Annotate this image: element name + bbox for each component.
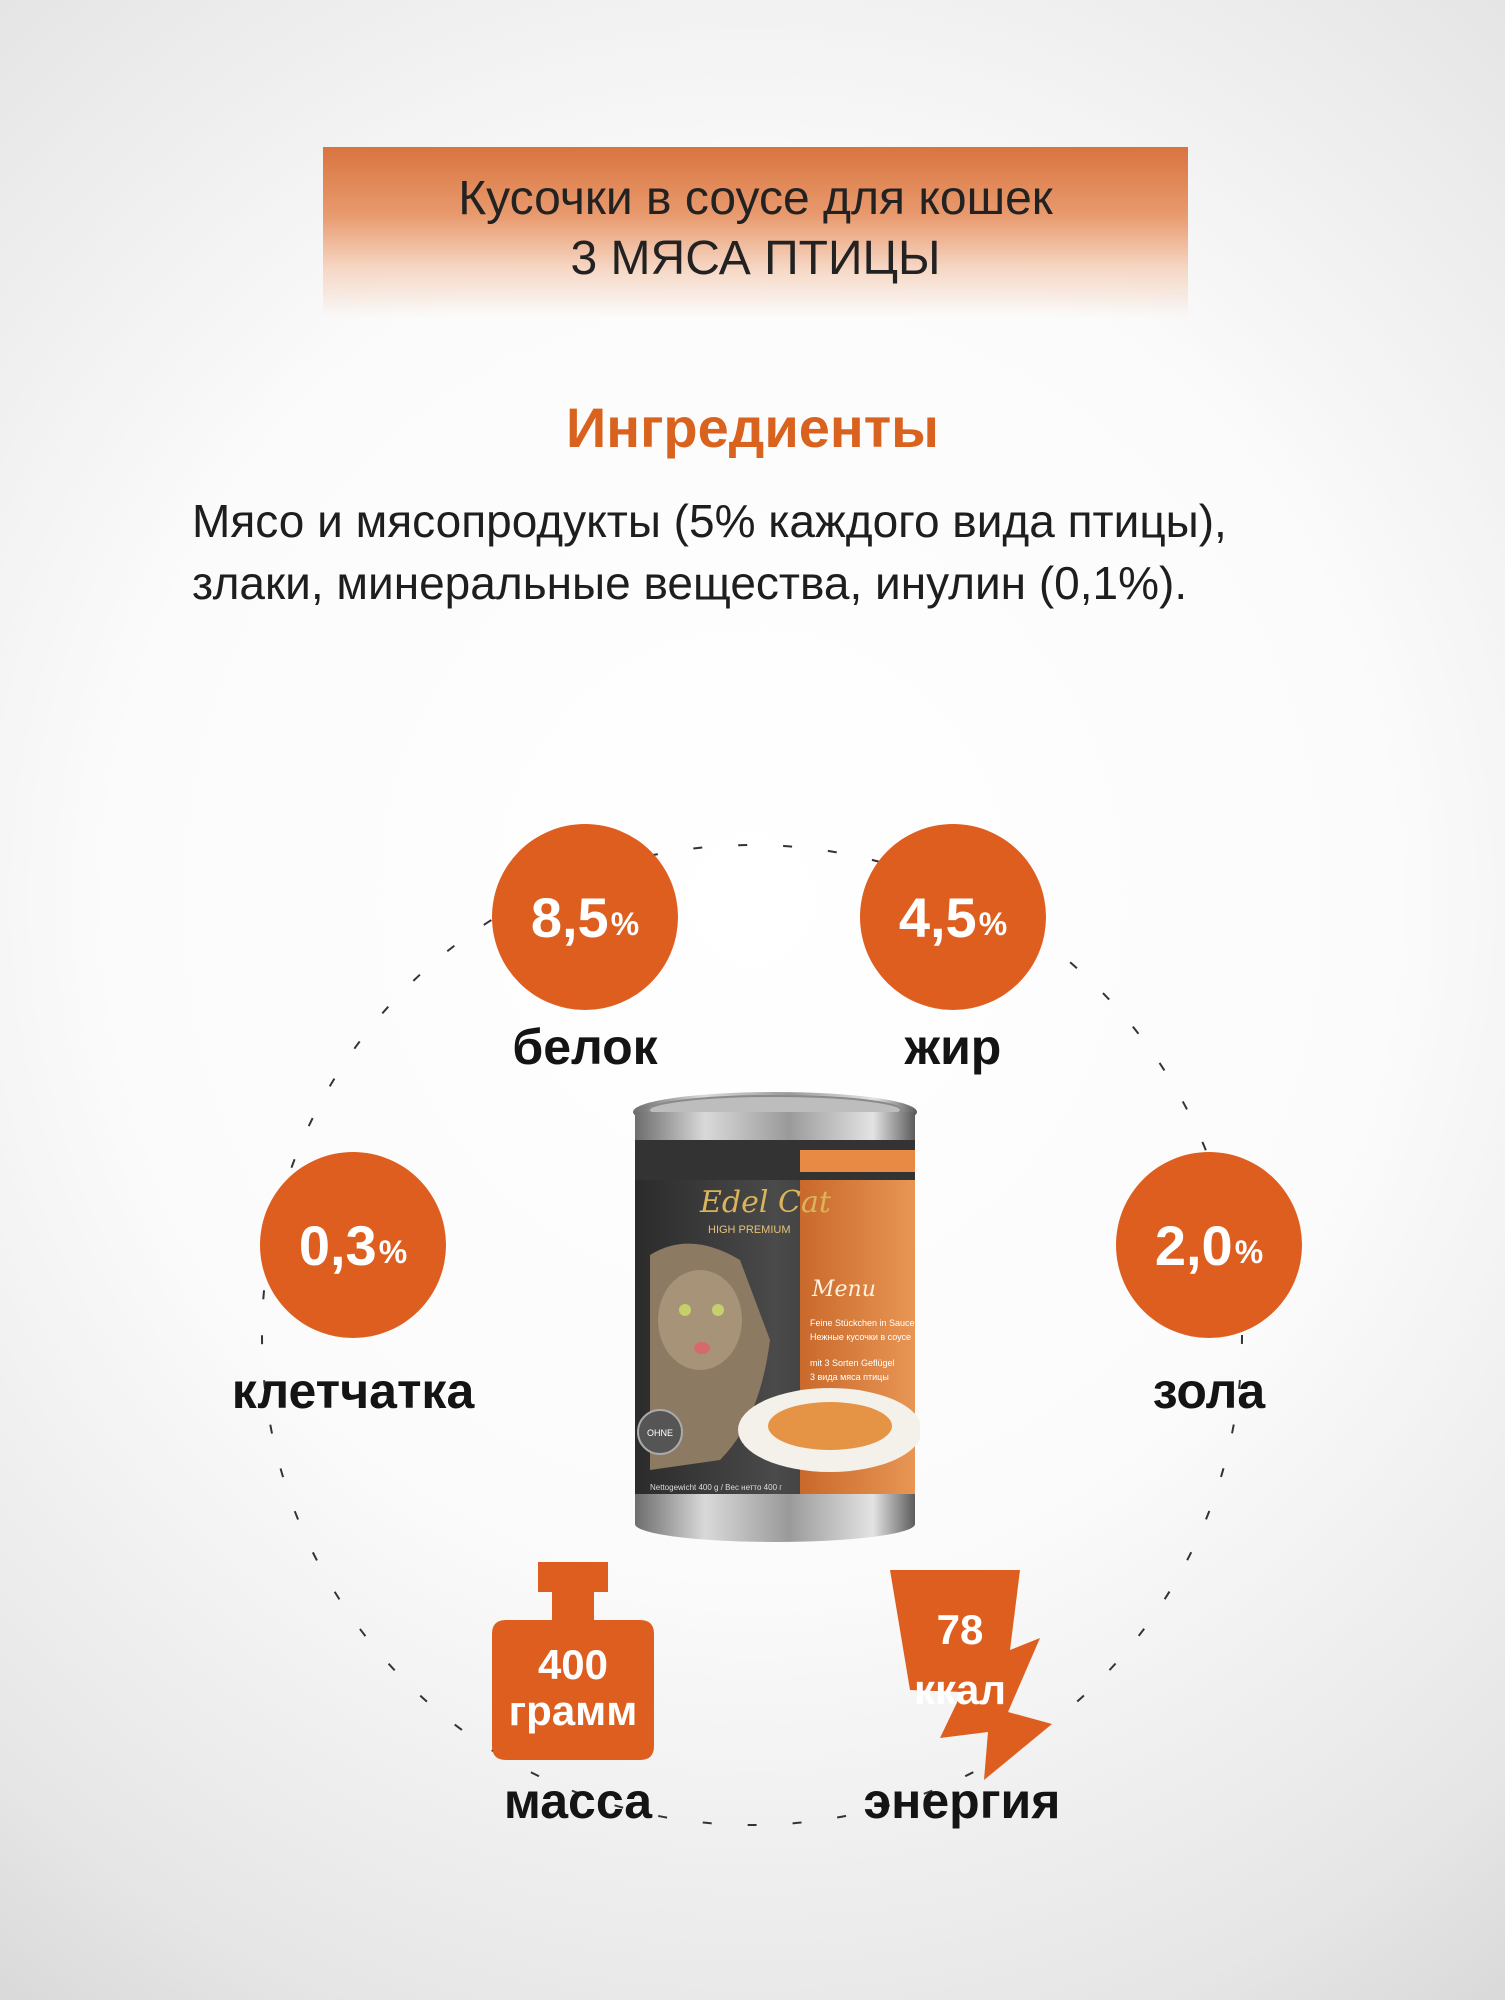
protein-circle: 8,5%: [492, 824, 678, 1010]
fat-value: 4,5: [898, 885, 977, 949]
can-brand: Edel Cat: [699, 1185, 832, 1220]
banner-subtitle: Кусочки в соусе для кошек: [458, 172, 1053, 225]
energy-unit: ккал: [913, 1666, 1007, 1713]
ingredients-line-2: злаки, минеральные вещества, инулин (0,1…: [192, 557, 1188, 609]
can-desc-1: Feine Stückchen in Sauce: [810, 1318, 915, 1328]
can-net-weight: Nettogewicht 400 g / Вес нетто 400 г: [650, 1483, 782, 1492]
fat-circle: 4,5%: [860, 824, 1046, 1010]
protein-value: 8,5: [530, 885, 609, 949]
mass-weight: 400 грамм: [488, 1562, 658, 1762]
protein-unit: %: [610, 905, 640, 942]
can-tagline: HIGH PREMIUM: [708, 1224, 791, 1236]
ash-unit: %: [1234, 1233, 1264, 1270]
fat-label: жир: [904, 1019, 1002, 1075]
banner-title: 3 МЯСА ПТИЦЫ: [570, 232, 941, 285]
header-banner: Кусочки в соусе для кошек 3 МЯСА ПТИЦЫ: [323, 147, 1188, 317]
fiber-unit: %: [378, 1233, 408, 1270]
fiber-circle: 0,3%: [260, 1152, 446, 1338]
product-can-image: Edel Cat HIGH PREMIUM Menu Feine Stückch…: [633, 1092, 920, 1542]
ash-label: зола: [1152, 1363, 1266, 1419]
energy-bolt: 78 ккал: [880, 1562, 1062, 1782]
ingredients-line-1: Мясо и мясопродукты (5% каждого вида пти…: [192, 495, 1227, 547]
mass-label: масса: [503, 1773, 653, 1829]
protein-label: белок: [512, 1019, 658, 1075]
ingredients-text: Мясо и мясопродукты (5% каждого вида пти…: [192, 490, 1392, 614]
mass-value: 400: [537, 1641, 609, 1688]
can-desc-2: Нежные кусочки в соусе: [810, 1332, 911, 1342]
ingredients-title: Ингредиенты: [566, 396, 939, 459]
energy-value: 78: [936, 1606, 984, 1653]
fiber-value: 0,3: [298, 1213, 377, 1277]
can-menu: Menu: [811, 1277, 876, 1302]
ash-circle: 2,0%: [1116, 1152, 1302, 1338]
lightning-icon: [890, 1570, 1052, 1780]
mass-text: 400 грамм: [488, 1642, 658, 1734]
weight-icon: [492, 1562, 654, 1760]
can-desc-4: 3 вида мяса птицы: [810, 1372, 889, 1382]
fat-unit: %: [978, 905, 1008, 942]
energy-text: 78 ккал: [880, 1600, 1040, 1720]
energy-label: энергия: [863, 1773, 1061, 1829]
fiber-label: клетчатка: [231, 1363, 475, 1419]
ash-value: 2,0: [1154, 1213, 1233, 1277]
can-desc-3: mit 3 Sorten Geflügel: [810, 1358, 895, 1368]
can-badge: OHNE: [647, 1428, 673, 1438]
mass-unit: грамм: [508, 1687, 638, 1734]
